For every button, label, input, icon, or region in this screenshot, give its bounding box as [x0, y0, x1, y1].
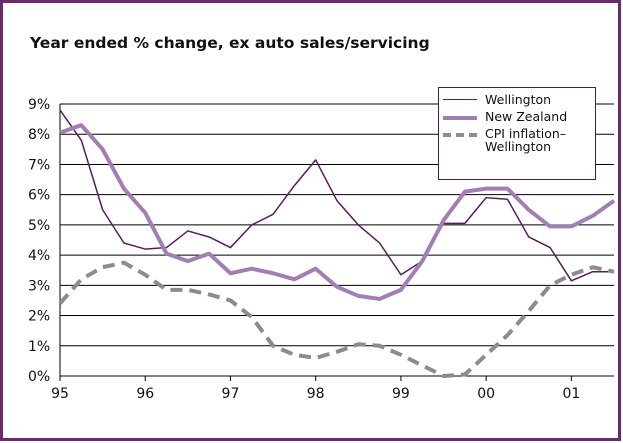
legend-label: CPI inflation–Wellington	[485, 126, 567, 154]
x-tick-label: 97	[222, 386, 240, 402]
y-tick-label: 8%	[28, 127, 50, 143]
x-tick-label: 01	[562, 386, 580, 402]
x-tick-label: 95	[51, 386, 69, 402]
legend-item: New Zealand	[443, 110, 591, 123]
y-tick-label: 7%	[28, 157, 50, 173]
legend-item: Wellington	[443, 93, 591, 106]
legend-swatch	[443, 116, 477, 120]
lines	[58, 109, 616, 378]
series-line	[58, 260, 615, 378]
y-tick-label: 1%	[28, 339, 50, 355]
y-tick-label: 6%	[28, 188, 50, 204]
series-line	[59, 109, 614, 282]
y-tick-label: 2%	[28, 309, 50, 325]
x-tick-label: 99	[392, 386, 410, 402]
x-tick-label: 98	[307, 386, 325, 402]
x-tick-label: 96	[136, 386, 154, 402]
legend-label: Wellington	[485, 92, 552, 107]
legend-swatch	[443, 133, 477, 137]
legend-item: CPI inflation–Wellington	[443, 127, 591, 153]
series-line	[59, 123, 616, 301]
y-tick-label: 0%	[28, 369, 50, 385]
chart-title: Year ended % change, ex auto sales/servi…	[29, 34, 430, 52]
legend-swatch	[443, 99, 477, 100]
x-tick-label: 00	[477, 386, 495, 402]
y-tick-label: 4%	[28, 248, 50, 264]
legend: Wellington New Zealand CPI inflation–Welli…	[438, 87, 596, 180]
y-tick-label: 5%	[28, 218, 50, 234]
y-tick-label: 9%	[28, 97, 50, 113]
y-tick-label: 3%	[28, 278, 50, 294]
legend-label: New Zealand	[485, 109, 568, 124]
